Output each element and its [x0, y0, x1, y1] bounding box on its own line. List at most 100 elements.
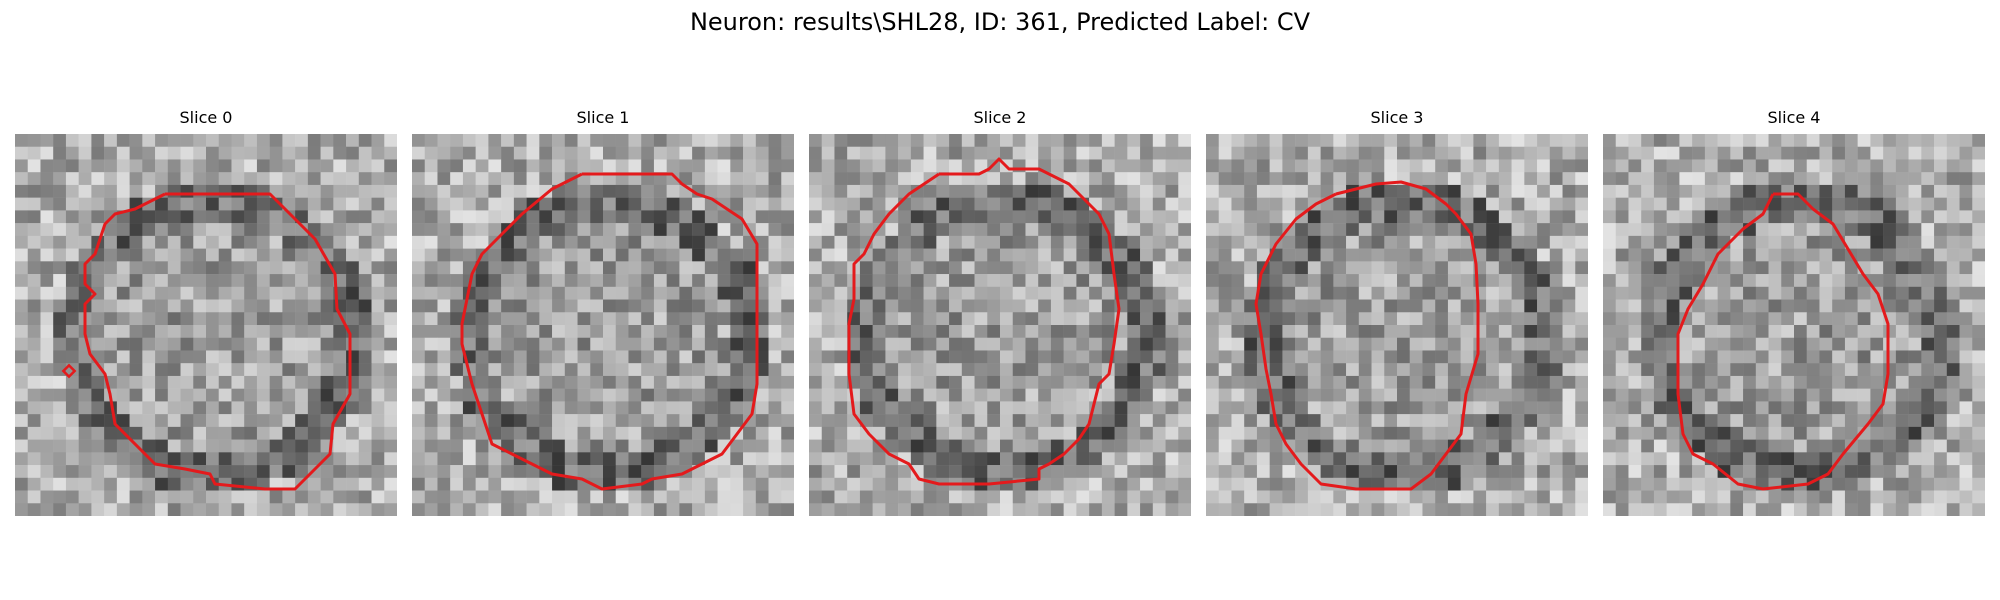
image-pixel: [53, 261, 67, 275]
image-pixel: [1743, 465, 1757, 479]
image-pixel: [40, 299, 54, 313]
image-pixel: [282, 299, 296, 313]
image-pixel: [1409, 134, 1423, 147]
image-pixel: [730, 223, 744, 237]
grayscale-pixel-grid: [809, 134, 1191, 516]
image-pixel: [1050, 465, 1064, 479]
image-pixel: [1473, 414, 1487, 428]
image-pixel: [1206, 248, 1219, 262]
image-pixel: [358, 261, 372, 275]
image-pixel: [104, 337, 118, 351]
image-pixel: [384, 375, 397, 389]
image-pixel: [450, 146, 464, 160]
image-pixel: [1012, 350, 1026, 364]
image-pixel: [1628, 223, 1642, 237]
image-pixel: [142, 414, 156, 428]
image-pixel: [1870, 401, 1884, 415]
image-pixel: [462, 184, 476, 198]
image-pixel: [1409, 223, 1423, 237]
image-pixel: [1076, 312, 1090, 326]
image-pixel: [384, 159, 397, 173]
image-pixel: [1140, 350, 1154, 364]
image-pixel: [974, 223, 988, 237]
image-pixel: [666, 312, 680, 326]
image-pixel: [1422, 134, 1436, 147]
image-pixel: [1114, 375, 1128, 389]
image-pixel: [1422, 172, 1436, 186]
image-pixel: [1781, 363, 1795, 377]
image-pixel: [1537, 134, 1551, 147]
image-pixel: [1384, 223, 1398, 237]
image-pixel: [1435, 159, 1449, 173]
image-pixel: [346, 146, 360, 160]
image-pixel: [1050, 274, 1064, 288]
image-pixel: [539, 452, 553, 466]
image-pixel: [180, 299, 194, 313]
image-pixel: [1666, 414, 1680, 428]
image-pixel: [269, 439, 283, 453]
image-pixel: [269, 235, 283, 249]
image-pixel: [129, 299, 143, 313]
image-pixel: [1743, 134, 1757, 147]
image-pixel: [167, 477, 181, 491]
image-pixel: [1346, 350, 1360, 364]
image-pixel: [180, 363, 194, 377]
image-pixel: [104, 223, 118, 237]
image-pixel: [1206, 159, 1219, 173]
image-pixel: [1025, 452, 1039, 466]
image-pixel: [1269, 312, 1283, 326]
image-pixel: [628, 261, 642, 275]
image-pixel: [1908, 159, 1922, 173]
image-pixel: [872, 299, 886, 313]
image-pixel: [768, 248, 782, 262]
image-pixel: [615, 299, 629, 313]
image-pixel: [936, 439, 950, 453]
image-pixel: [1692, 363, 1706, 377]
image-pixel: [282, 401, 296, 415]
image-pixel: [513, 235, 527, 249]
image-pixel: [847, 235, 861, 249]
image-pixel: [424, 503, 438, 516]
image-pixel: [346, 286, 360, 300]
image-pixel: [1615, 235, 1629, 249]
image-pixel: [1333, 465, 1347, 479]
image-pixel: [1511, 452, 1525, 466]
image-pixel: [717, 503, 731, 516]
image-pixel: [167, 503, 181, 516]
image-pixel: [1371, 159, 1385, 173]
image-pixel: [1895, 325, 1909, 338]
image-pixel: [923, 325, 937, 338]
image-pixel: [1333, 146, 1347, 160]
image-pixel: [1666, 210, 1680, 224]
image-pixel: [704, 388, 718, 402]
image-pixel: [704, 146, 718, 160]
image-pixel: [358, 286, 372, 300]
image-pixel: [1562, 235, 1576, 249]
image-pixel: [1921, 477, 1935, 491]
image-pixel: [1114, 465, 1128, 479]
image-pixel: [730, 299, 744, 313]
image-pixel: [206, 414, 219, 428]
image-pixel: [1857, 490, 1871, 504]
image-pixel: [1768, 159, 1782, 173]
image-pixel: [193, 223, 207, 237]
image-pixel: [1972, 274, 1985, 288]
image-pixel: [53, 477, 67, 491]
image-pixel: [1524, 363, 1538, 377]
image-pixel: [1870, 134, 1884, 147]
image-pixel: [1704, 210, 1718, 224]
image-pixel: [743, 439, 757, 453]
image-pixel: [1320, 312, 1334, 326]
image-pixel: [603, 197, 616, 211]
image-pixel: [1050, 210, 1064, 224]
image-pixel: [1165, 465, 1179, 479]
image-pixel: [193, 350, 207, 364]
image-pixel: [1692, 210, 1706, 224]
image-pixel: [1934, 159, 1948, 173]
image-pixel: [859, 159, 873, 173]
image-pixel: [1603, 312, 1616, 326]
image-pixel: [1282, 325, 1296, 338]
image-pixel: [206, 426, 219, 440]
image-pixel: [1743, 401, 1757, 415]
image-pixel: [1282, 274, 1296, 288]
